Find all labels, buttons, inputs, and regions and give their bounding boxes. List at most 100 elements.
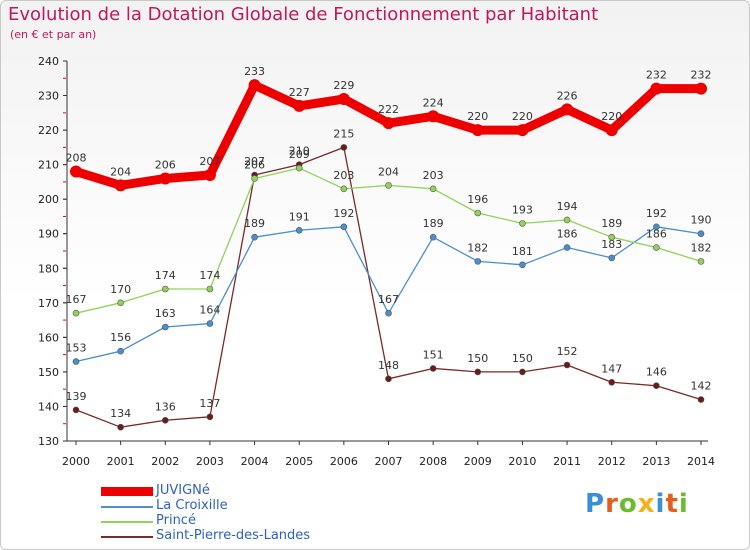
- x-tick-label: 2003: [196, 455, 224, 468]
- x-tick-label: 2014: [687, 455, 715, 468]
- data-point: [337, 93, 350, 105]
- data-point: [114, 179, 127, 192]
- data-label: 153: [66, 342, 87, 355]
- data-label: 150: [467, 352, 488, 365]
- data-label: 134: [110, 407, 131, 420]
- data-point: [608, 378, 616, 386]
- data-point: [653, 244, 660, 251]
- legend-label: JUVIGNé: [156, 483, 210, 498]
- data-label: 204: [378, 165, 399, 178]
- data-label: 191: [289, 210, 310, 223]
- y-tick-label: 190: [38, 228, 59, 241]
- data-point: [608, 233, 616, 241]
- data-label: 182: [467, 241, 488, 254]
- data-label: 147: [601, 362, 622, 375]
- data-label: 174: [199, 269, 220, 282]
- data-point: [340, 223, 348, 231]
- data-label: 229: [333, 79, 354, 92]
- data-point: [653, 223, 660, 231]
- logo-letter: o: [618, 489, 638, 519]
- y-tick-label: 160: [38, 331, 59, 344]
- x-tick-label: 2001: [107, 455, 135, 468]
- data-point: [385, 375, 392, 383]
- data-label: 192: [333, 207, 354, 220]
- data-label: 186: [557, 228, 578, 241]
- x-tick-label: 2011: [553, 455, 581, 468]
- x-tick-label: 2005: [285, 455, 313, 468]
- x-tick-label: 2004: [241, 455, 269, 468]
- legend-label: Saint-Pierre-des-Landes: [156, 528, 311, 543]
- data-point: [429, 365, 437, 372]
- data-label: 203: [423, 169, 444, 182]
- data-label: 137: [199, 397, 220, 410]
- data-point: [117, 347, 124, 355]
- data-point: [72, 358, 80, 365]
- data-point: [72, 406, 80, 414]
- data-point: [251, 233, 258, 241]
- x-tick-label: 2002: [151, 455, 179, 468]
- data-point: [516, 124, 529, 137]
- data-point: [474, 258, 482, 265]
- data-label: 220: [467, 110, 488, 123]
- data-label: 222: [378, 103, 399, 116]
- data-point: [653, 382, 660, 390]
- data-label: 189: [601, 217, 622, 230]
- x-tick-label: 2013: [642, 455, 670, 468]
- data-point: [429, 233, 437, 241]
- legend-swatch: [101, 506, 153, 508]
- logo-letter: x: [637, 489, 656, 519]
- x-tick-label: 2007: [375, 455, 403, 468]
- legend: JUVIGNé La Croixille Princé Saint-Pierre…: [101, 483, 361, 544]
- data-point: [385, 182, 392, 189]
- data-label: 136: [155, 400, 176, 413]
- data-label: 206: [244, 158, 265, 171]
- data-point: [340, 185, 348, 193]
- y-tick-label: 150: [38, 366, 59, 379]
- data-point: [427, 110, 440, 123]
- logo-letter: i: [655, 489, 666, 519]
- data-label: 189: [423, 217, 444, 230]
- x-tick-label: 2000: [62, 455, 90, 468]
- data-label: 167: [378, 293, 399, 306]
- data-point: [161, 323, 169, 331]
- legend-swatch: [101, 487, 153, 496]
- data-label: 174: [155, 269, 176, 282]
- data-point: [117, 299, 124, 307]
- data-label: 194: [557, 200, 578, 213]
- data-label: 210: [289, 145, 310, 158]
- data-point: [293, 99, 306, 112]
- data-point: [519, 220, 526, 227]
- data-label: 206: [155, 158, 176, 171]
- data-point: [248, 79, 261, 92]
- data-point: [295, 164, 303, 172]
- y-tick-label: 170: [38, 297, 59, 310]
- x-tick-label: 2009: [464, 455, 492, 468]
- data-point: [650, 82, 663, 95]
- data-label: 186: [646, 228, 667, 241]
- data-point: [697, 230, 705, 238]
- data-point: [382, 117, 395, 130]
- data-point: [72, 309, 80, 317]
- y-tick-label: 180: [38, 262, 59, 275]
- data-label: 181: [512, 245, 533, 258]
- y-tick-label: 140: [38, 400, 59, 413]
- data-label: 192: [646, 207, 667, 220]
- data-point: [203, 169, 216, 181]
- logo-letter: r: [605, 489, 619, 519]
- data-point: [695, 82, 707, 95]
- data-label: 151: [423, 348, 444, 361]
- data-label: 204: [110, 165, 131, 178]
- data-label: 190: [691, 214, 712, 227]
- data-label: 233: [244, 65, 265, 78]
- data-point: [251, 175, 258, 182]
- x-tick-label: 2008: [419, 455, 447, 468]
- data-label: 150: [512, 352, 533, 365]
- proxiti-logo[interactable]: Proxiti: [585, 489, 689, 519]
- data-point: [429, 185, 437, 193]
- y-tick-label: 130: [38, 435, 59, 448]
- chart-subtitle: (en € et par an): [10, 28, 97, 41]
- data-point: [340, 144, 348, 151]
- data-label: 207: [244, 155, 265, 168]
- y-tick-label: 240: [38, 55, 59, 68]
